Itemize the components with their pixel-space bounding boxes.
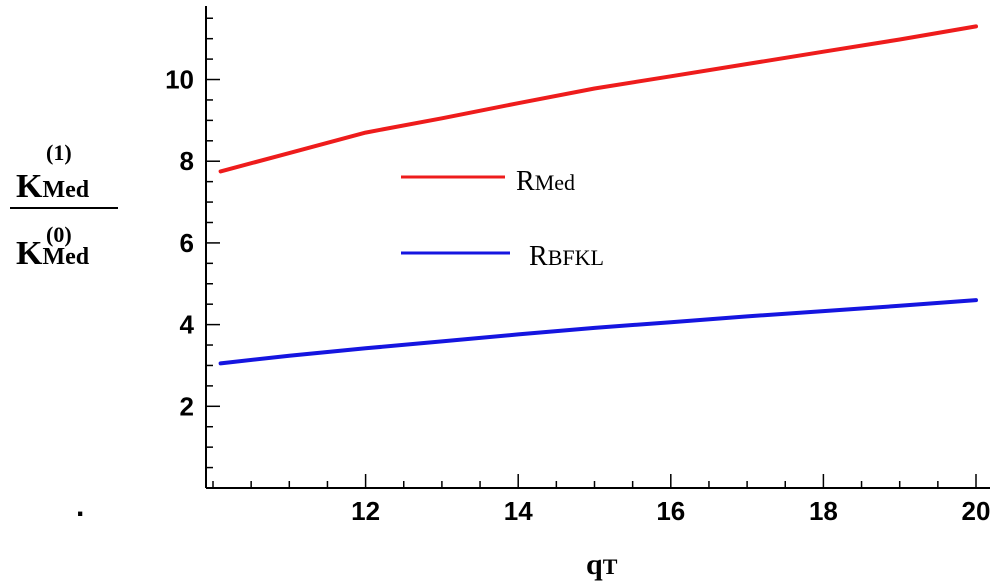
ylabel-denominator: KMed bbox=[16, 235, 90, 272]
ylabel-numerator-sub: Med bbox=[42, 177, 89, 203]
x-tick-label: 20 bbox=[962, 496, 991, 526]
legend-label-rbfkl: RBFKL bbox=[529, 241, 604, 272]
legend-label-rmed-main: R bbox=[516, 166, 535, 197]
y-tick-label: 4 bbox=[180, 310, 195, 340]
xlabel-sub: T bbox=[603, 554, 618, 579]
legend-label-rbfkl-sub: BFKL bbox=[548, 245, 604, 270]
y-tick-label: 10 bbox=[165, 65, 194, 95]
x-tick-label: 18 bbox=[809, 496, 838, 526]
stray-mark: . bbox=[76, 490, 84, 523]
legend: RMed RBFKL bbox=[401, 166, 604, 272]
x-tick-label: 12 bbox=[351, 496, 380, 526]
series-lines bbox=[218, 24, 978, 366]
y-tick-label: 6 bbox=[180, 228, 194, 258]
axis-ticks bbox=[206, 17, 977, 488]
ylabel-numerator-sup: (1) bbox=[46, 140, 72, 165]
y-tick-label: 8 bbox=[180, 146, 194, 176]
legend-label-rmed: RMed bbox=[516, 166, 575, 197]
legend-label-rmed-sub: Med bbox=[535, 170, 575, 195]
legend-label-rbfkl-main: R bbox=[529, 241, 548, 272]
x-axis-label: qT bbox=[586, 548, 618, 581]
ylabel-denominator-sub: Med bbox=[42, 244, 89, 270]
y-axis-label: (1) KMed (0) KMed bbox=[10, 140, 118, 272]
series-line-rmed bbox=[218, 24, 978, 174]
ylabel-numerator-base: K bbox=[16, 168, 43, 205]
x-tick-label: 16 bbox=[656, 496, 685, 526]
ylabel-denominator-sup: (0) bbox=[46, 222, 72, 247]
xlabel-main: q bbox=[586, 548, 603, 581]
ylabel-denominator-base: K bbox=[16, 235, 43, 272]
ylabel-numerator: KMed bbox=[16, 168, 90, 205]
tick-labels: 12 14 16 18 20 2 4 6 8 10 bbox=[165, 65, 990, 526]
series-line-rbfkl bbox=[218, 298, 978, 366]
y-tick-label: 2 bbox=[180, 391, 194, 421]
x-tick-label: 14 bbox=[504, 496, 533, 526]
